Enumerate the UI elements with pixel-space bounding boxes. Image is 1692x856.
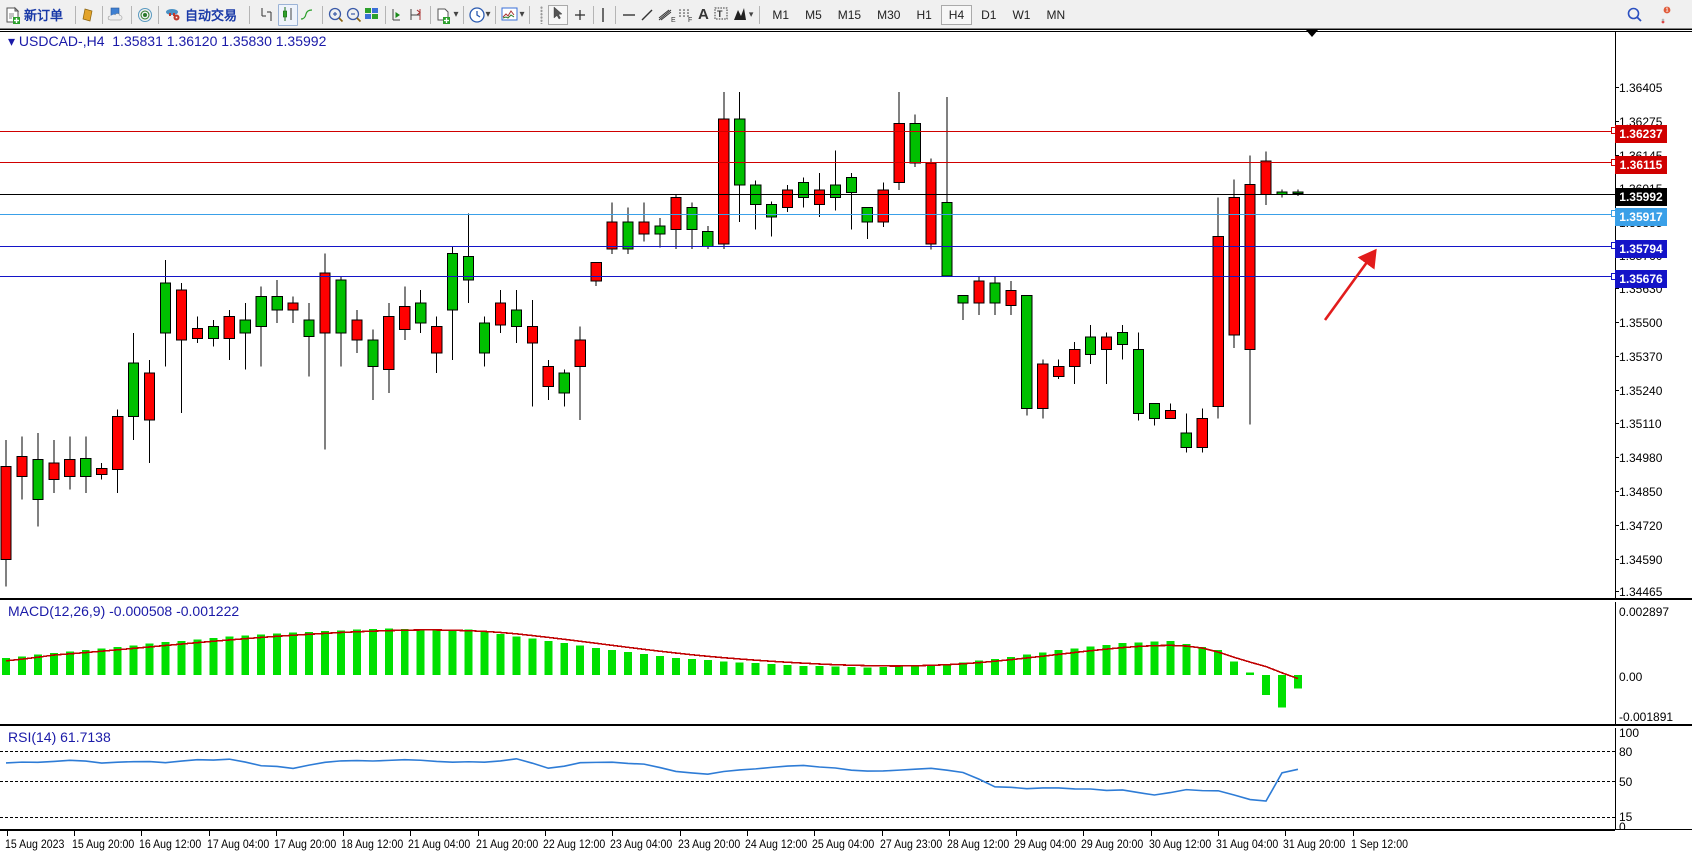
svg-text:T: T: [717, 9, 723, 19]
svg-text:1: 1: [1666, 7, 1669, 13]
svg-text:F: F: [688, 17, 692, 24]
